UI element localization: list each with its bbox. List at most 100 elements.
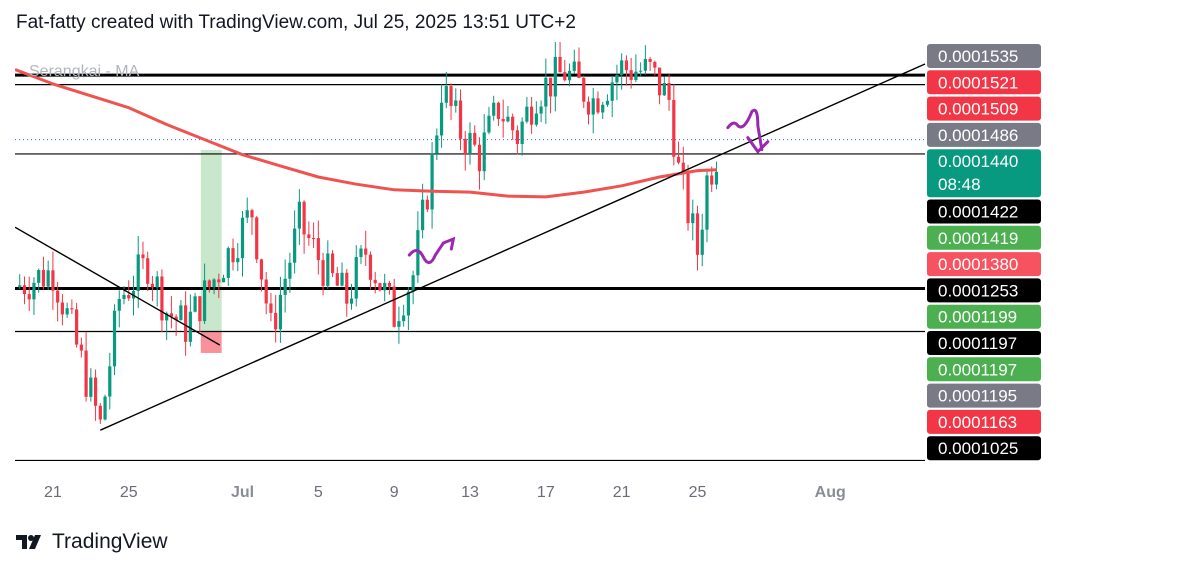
candle-body-111 — [544, 77, 548, 107]
candle-body-127 — [620, 60, 624, 75]
trendline-1 — [15, 226, 221, 346]
candle-body-129 — [629, 70, 633, 80]
price-label-0: 0.0001535 — [938, 47, 1018, 66]
candle-body-14 — [84, 350, 88, 397]
footer-brand: TradingView — [52, 530, 168, 553]
up-arrow-annotation — [407, 241, 445, 265]
annotations-layer — [407, 108, 770, 265]
candle-body-30 — [160, 276, 164, 321]
candle-body-89 — [439, 102, 444, 136]
candle-body-51 — [259, 259, 264, 280]
candle-body-2 — [27, 294, 31, 300]
candle-body-7 — [51, 270, 55, 291]
candle-body-44 — [226, 248, 230, 278]
candle-body-62 — [311, 238, 316, 240]
candles-layer — [18, 42, 719, 424]
candle-body-13 — [79, 344, 83, 351]
zone-1 — [200, 331, 222, 353]
price-label-9: 0.0001199 — [938, 308, 1017, 327]
candle-body-11 — [70, 308, 74, 310]
candle-body-9 — [60, 302, 64, 315]
candle-body-91 — [449, 86, 453, 107]
candle-body-123 — [601, 104, 605, 113]
x-tick-label-1: 25 — [120, 484, 138, 501]
candle-body-50 — [255, 217, 259, 260]
footer: TradingView — [16, 530, 168, 554]
candle-body-39 — [202, 280, 207, 322]
candle-body-25 — [136, 254, 140, 291]
price-label-6: 0.0001419 — [938, 229, 1018, 248]
candle-body-71 — [354, 257, 358, 299]
candle-body-96 — [473, 132, 477, 145]
price-label-14: 0.0001025 — [938, 439, 1018, 458]
candle-body-147 — [714, 171, 719, 185]
candle-body-55 — [278, 294, 283, 330]
candle-body-113 — [553, 56, 557, 97]
candle-body-60 — [302, 201, 306, 235]
candle-body-58 — [293, 228, 297, 263]
candle-body-54 — [274, 312, 278, 330]
candle-body-144 — [700, 229, 704, 255]
price-chart[interactable]: Serangkai - MA 21 25 Jul 5 9 13 17 21 25 Aug 0.00… — [15, 42, 1045, 516]
price-label-bg-1 — [927, 70, 1041, 95]
candle-body-22 — [122, 295, 126, 300]
candle-body-82 — [406, 291, 410, 316]
candle-body-143 — [695, 213, 700, 255]
candle-body-88 — [435, 135, 439, 154]
candle-body-134 — [653, 61, 657, 68]
candle-body-73 — [364, 248, 368, 255]
candle-body-85 — [421, 199, 425, 231]
candle-body-133 — [648, 58, 652, 62]
candle-body-100 — [492, 102, 496, 116]
candle-body-31 — [165, 313, 169, 321]
candle-body-128 — [624, 60, 629, 71]
candle-body-136 — [662, 82, 666, 96]
candle-body-46 — [236, 258, 240, 263]
candle-body-74 — [368, 254, 373, 280]
candle-body-108 — [530, 106, 534, 125]
trendlines-layer — [15, 63, 926, 431]
candle-body-146 — [710, 175, 714, 185]
candle-body-141 — [686, 170, 690, 224]
price-label-bg-7 — [927, 252, 1041, 277]
candle-body-72 — [359, 248, 363, 258]
price-label-bg-0 — [927, 44, 1041, 68]
candle-body-67 — [335, 273, 339, 286]
candle-body-105 — [515, 130, 519, 144]
candle-body-61 — [307, 234, 311, 239]
candle-body-139 — [676, 156, 681, 163]
candle-body-112 — [548, 77, 553, 97]
candle-body-84 — [416, 230, 420, 276]
candle-body-17 — [98, 405, 102, 420]
x-tick-label-3: 5 — [314, 484, 323, 501]
x-tick-label-6: 17 — [537, 484, 555, 501]
price-label-bg-4 — [927, 149, 1041, 198]
candle-body-16 — [93, 377, 98, 406]
candle-body-81 — [402, 315, 406, 322]
price-label-bg-3 — [927, 122, 1041, 147]
candle-body-103 — [506, 116, 510, 122]
candle-body-29 — [155, 276, 159, 288]
candle-body-45 — [231, 248, 235, 263]
indicator-label: Serangkai - MA — [29, 63, 140, 80]
candle-body-5 — [41, 270, 46, 287]
trendline-0 — [100, 63, 926, 431]
price-labels: 0.0001535 0.0001521 0.0001509 0.0001486 0.00… — [927, 44, 1041, 461]
price-label-5: 0.0001422 — [938, 203, 1018, 222]
candle-body-83 — [411, 275, 415, 292]
candle-body-116 — [567, 70, 572, 81]
candle-body-101 — [496, 102, 501, 119]
candle-body-35 — [184, 305, 188, 342]
price-label-11: 0.0001197 — [938, 360, 1017, 379]
candle-body-23 — [127, 295, 131, 299]
candle-body-117 — [572, 61, 576, 71]
candle-body-98 — [482, 132, 486, 172]
candle-body-95 — [468, 132, 472, 155]
candle-body-65 — [326, 253, 330, 286]
candle-body-80 — [397, 321, 401, 327]
candle-body-119 — [582, 77, 586, 102]
down-arrow-annotation — [726, 108, 764, 152]
candle-body-28 — [150, 283, 155, 288]
candle-body-64 — [321, 260, 325, 286]
candle-body-18 — [103, 396, 107, 420]
